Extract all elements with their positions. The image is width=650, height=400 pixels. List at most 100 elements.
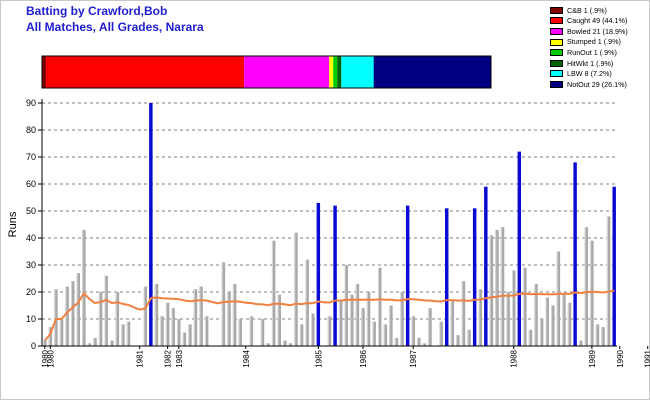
bar-highlight: [601, 327, 603, 346]
bar: [327, 316, 332, 346]
legend-label: HitWkt 1 (.9%): [567, 58, 614, 68]
bar-highlight: [366, 292, 368, 346]
dismissal-segment: [373, 56, 491, 88]
dismissal-segment: [341, 56, 374, 88]
bar-highlight: [70, 281, 73, 346]
bar-highlight: [590, 240, 592, 346]
bar-highlight: [506, 292, 508, 346]
legend-label: Stumped 1 (.9%): [567, 37, 621, 47]
bar: [500, 227, 505, 346]
bar: [59, 319, 64, 346]
bar-highlight: [383, 324, 385, 346]
bar-highlight: [82, 229, 84, 346]
y-tick-label: 70: [26, 152, 36, 162]
bar-highlight: [372, 321, 374, 346]
bar-highlight: [104, 275, 106, 346]
legend-label: NotOut 29 (26.1%): [567, 79, 627, 89]
bar-highlight: [389, 305, 391, 346]
bar: [271, 240, 276, 346]
dismissal-segment: [333, 56, 338, 88]
bar: [506, 292, 510, 346]
bar-highlight: [126, 321, 128, 346]
bar: [54, 289, 58, 346]
y-tick-label: 90: [26, 98, 36, 108]
bar: [98, 292, 103, 346]
bar: [221, 262, 226, 346]
bar: [232, 283, 237, 346]
legend-item: Stumped 1 (.9%): [550, 37, 650, 48]
dismissal-segment: [337, 56, 342, 88]
bar-not-out: [405, 205, 410, 346]
dismissal-strip-border: [41, 55, 492, 89]
legend-item: Caught 49 (44.1%): [550, 16, 650, 27]
bar-highlight: [523, 267, 525, 346]
bar-highlight: [54, 289, 56, 346]
bar: [299, 324, 304, 346]
legend-item: LBW 8 (7.2%): [550, 69, 650, 80]
bar: [121, 324, 125, 346]
bar: [389, 305, 393, 346]
bar: [495, 229, 499, 346]
bar-highlight: [355, 283, 357, 346]
bar: [539, 319, 544, 346]
x-tick-label: 1987: [409, 349, 418, 367]
bar-highlight: [567, 302, 569, 346]
bar: [160, 316, 164, 346]
bar: [366, 292, 371, 346]
bar-highlight: [556, 251, 558, 346]
legend-item: C&B 1 (.9%): [550, 5, 650, 16]
y-tick-label: 20: [26, 287, 36, 297]
bar: [110, 340, 114, 346]
bar: [344, 265, 348, 346]
bar-highlight: [221, 262, 223, 346]
bar-highlight: [177, 319, 179, 346]
bar: [422, 343, 427, 346]
y-axis-title: Runs: [7, 211, 19, 237]
bar: [43, 340, 47, 346]
bar-highlight: [65, 286, 67, 346]
bar-highlight: [495, 229, 497, 346]
bar-not-out: [517, 151, 522, 346]
bar-highlight: [115, 292, 117, 346]
y-tick-label: 60: [26, 179, 36, 189]
legend-swatch: [550, 49, 563, 57]
bar-highlight: [400, 292, 402, 346]
bar-highlight: [456, 335, 458, 346]
bar: [238, 319, 242, 346]
bar: [143, 286, 148, 346]
bar: [528, 329, 533, 346]
bar-highlight: [311, 313, 313, 346]
bar: [93, 337, 97, 346]
bar-highlight: [232, 283, 234, 346]
legend-label: C&B 1 (.9%): [567, 5, 607, 15]
bar-highlight: [578, 340, 581, 346]
x-tick-label: 1983: [175, 349, 184, 367]
bar: [171, 308, 175, 346]
bar: [378, 267, 382, 346]
legend-label: RunOut 1 (.9%): [567, 48, 617, 58]
x-tick-label: 1986: [359, 349, 368, 367]
bar-highlight: [500, 227, 502, 346]
bar: [606, 216, 611, 346]
bar-highlight: [344, 265, 346, 346]
bar: [338, 300, 343, 346]
bar: [556, 251, 561, 346]
x-tick-label: 1989: [588, 349, 597, 367]
bar-highlight: [249, 316, 251, 346]
bar-highlight: [528, 329, 530, 346]
bar: [361, 308, 365, 346]
bar: [260, 319, 265, 346]
bar-highlight: [277, 294, 279, 346]
y-tick-label: 80: [26, 125, 36, 135]
chart-subtitle: All Matches, All Grades, Narara: [26, 20, 204, 34]
bar: [294, 232, 298, 346]
bar-highlight: [428, 308, 430, 346]
bar-highlight: [378, 267, 380, 346]
bar-highlight: [87, 343, 89, 346]
bar: [65, 286, 69, 346]
bar-highlight: [511, 270, 514, 346]
bar-highlight: [545, 297, 547, 346]
average-line: [44, 289, 615, 342]
bar-highlight: [350, 294, 352, 346]
bar: [115, 292, 120, 346]
